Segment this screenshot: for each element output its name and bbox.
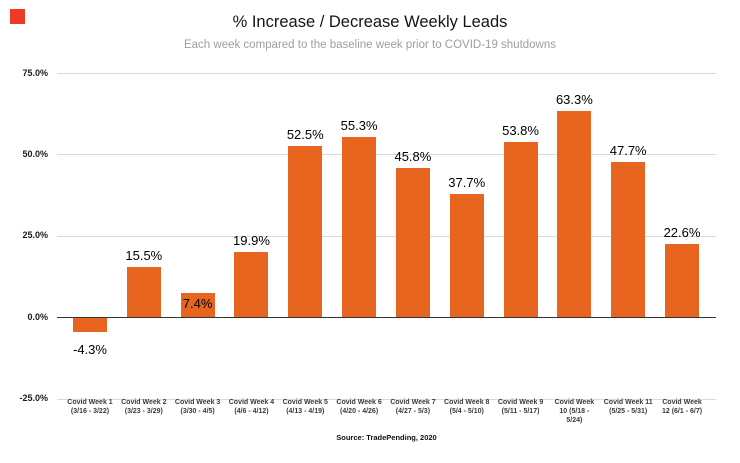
x-tick-label: Covid Week 9 (5/11 - 5/17) [493,399,549,417]
x-tick-label: Covid Week 8 (5/4 - 5/10) [439,399,495,417]
bar-covid-week-4 [234,252,269,318]
bar-value-label: 45.8% [394,149,432,165]
x-tick-label-line: Covid Week 8 [444,399,490,406]
bar-value-label: 63.3% [555,92,593,108]
x-tick-label-line: Covid Week 2 [121,399,167,406]
x-tick-label-line: Covid Week [662,399,702,406]
x-tick-label: Covid Week 6 (4/20 - 4/26) [331,399,387,417]
x-tick-label-line: (3/30 - 4/5) [180,407,215,415]
bar-covid-week-5 [288,146,323,318]
brand-red-square-logo [10,9,25,24]
bar-value-label: 7.4% [182,296,213,312]
bar-covid-week-1 [73,318,107,333]
x-tick-label: Covid Week 2 (3/23 - 3/29) [116,399,172,417]
x-tick-label: Covid Week 1 (3/16 - 3/22) [62,399,118,417]
bar-covid-week-3 [180,293,215,318]
x-tick-label-line: Covid Week 7 [390,399,436,406]
bar-covid-week-8 [449,194,484,318]
bar-covid-week-12 [665,243,700,318]
x-tick-label-line: 5/24) [566,416,583,424]
x-tick-label-line: Covid Week 3 [174,399,221,406]
x-tick-label-line: Covid Week 11 [603,399,653,406]
bar-covid-week-11 [611,161,646,318]
bar-covid-week-9 [503,142,538,318]
x-tick-label-line: (4/13 - 4/19) [286,407,325,415]
gridline--25.0% [57,398,716,400]
gridline-75.0% [57,73,716,74]
bar-value-label: 15.5% [125,247,163,263]
bar-covid-week-2 [126,266,161,318]
x-tick-label-line: Covid Week [554,399,595,406]
x-tick-label-line: (4/27 - 5/3) [395,407,431,415]
y-tick-label: 0.0% [27,311,48,322]
x-tick-label-line: (5/25 - 5/31) [609,407,648,415]
x-tick-label-line: Covid Week 1 [67,399,113,406]
x-tick-label: Covid Week 11 (5/25 - 5/31) [600,399,656,417]
bar-covid-week-10 [557,111,592,318]
x-tick-label: Covid Week 4 (4/6 - 4/12) [223,399,279,417]
bar-value-label: 55.3% [340,118,378,134]
bar-value-label: 19.9% [233,233,270,249]
x-tick-label: Covid Week 5 (4/13 - 4/19) [277,399,333,417]
bar-value-label: 53.8% [502,123,539,138]
y-tick-label: 25.0% [22,230,48,241]
source-caption: Source: TradePending, 2020 [336,433,437,442]
x-tick-label-line: (4/20 - 4/26) [340,407,379,415]
x-tick-label: Covid Week 7 (4/27 - 5/3) [385,399,441,417]
x-tick-label-line: (4/6 - 4/12) [234,407,269,415]
x-tick-label-line: Covid Week 6 [336,399,382,406]
x-tick-label: Covid Week 12 (6/1 - 6/7) [654,399,710,417]
x-tick-label: Covid Week 3 (3/30 - 4/5) [170,399,226,417]
x-tick-label-line: (3/16 - 3/22) [70,407,110,415]
x-tick-label-line: Covid Week 4 [228,399,275,406]
x-tick-label-line: (5/4 - 5/10) [449,407,484,415]
x-axis-zero-line [57,317,716,319]
gridline-25.0% [57,235,716,237]
x-tick-label-line: 10 (5/18 - [559,407,590,415]
x-tick-label-line: Covid Week 9 [497,399,544,406]
bar-value-label: 22.6% [663,224,701,240]
y-tick-label: -25.0% [19,393,48,403]
bar-value-label: -4.3% [73,342,107,358]
bar-covid-week-6 [342,137,377,318]
chart-title: % Increase / Decrease Weekly Leads [232,13,508,31]
bar-value-label: 47.7% [609,142,647,158]
y-tick-label: 75.0% [22,67,48,78]
x-tick-label-line: Covid Week 5 [282,399,328,406]
x-tick-label-line: 12 (6/1 - 6/7) [661,407,703,415]
x-tick-label: Covid Week 10 (5/18 -5/24) [546,399,602,425]
y-tick-label: 50.0% [22,148,48,159]
x-tick-label-line: (5/11 - 5/17) [501,407,540,415]
bar-value-label: 52.5% [286,127,324,143]
gridline-50.0% [57,154,716,156]
bar-covid-week-7 [395,168,430,318]
chart-subtitle: Each week compared to the baseline week … [183,39,557,51]
bar-value-label: 37.7% [448,175,486,191]
x-tick-label-line: (3/23 - 3/29) [124,407,163,415]
